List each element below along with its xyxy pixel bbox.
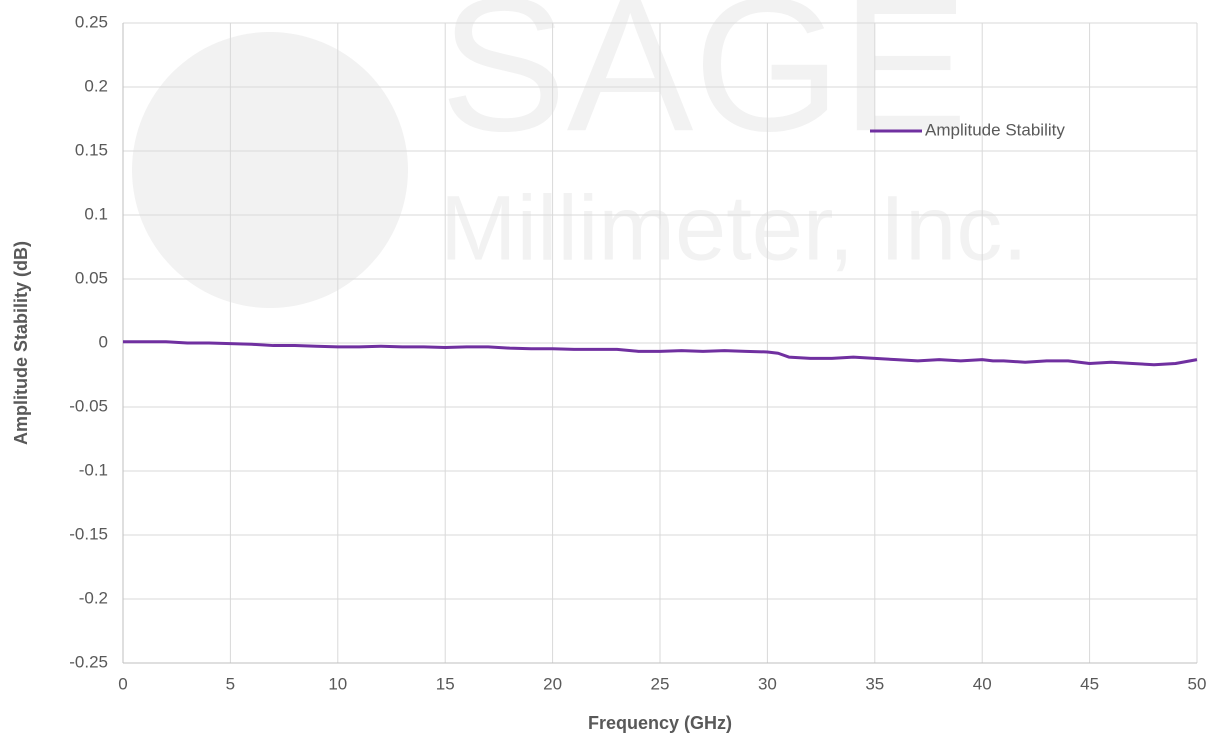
- y-tick-label: 0.05: [75, 268, 108, 287]
- x-tick-label: 30: [758, 674, 777, 693]
- y-axis-title: Amplitude Stability (dB): [11, 241, 31, 445]
- y-tick-label: -0.2: [79, 588, 108, 607]
- y-tick-label: 0: [99, 332, 108, 351]
- x-axis-title: Frequency (GHz): [588, 713, 732, 733]
- watermark-text: SAGE: [440, 0, 968, 171]
- x-tick-label: 15: [436, 674, 455, 693]
- y-tick-label: 0.25: [75, 12, 108, 31]
- x-tick-label: 50: [1188, 674, 1207, 693]
- watermark-logo: [132, 32, 408, 308]
- watermark: SAGE Millimeter, Inc.: [132, 0, 1028, 308]
- y-tick-label: -0.25: [69, 652, 108, 671]
- y-tick-label: -0.15: [69, 524, 108, 543]
- x-tick-label: 20: [543, 674, 562, 693]
- x-tick-label: 10: [328, 674, 347, 693]
- x-tick-label: 40: [973, 674, 992, 693]
- data-line: [123, 340, 1198, 367]
- y-tick-label: -0.1: [79, 460, 108, 479]
- x-tick-label: 25: [651, 674, 670, 693]
- legend-label: Amplitude Stability: [925, 120, 1065, 139]
- x-tick-label: 45: [1080, 674, 1099, 693]
- watermark-text: Millimeter, Inc.: [440, 177, 1028, 279]
- y-tick-label: 0.2: [84, 76, 108, 95]
- x-tick-label: 0: [118, 674, 127, 693]
- x-tick-label: 35: [865, 674, 884, 693]
- x-tick-label: 5: [226, 674, 235, 693]
- y-tick-label: -0.05: [69, 396, 108, 415]
- y-tick-label: 0.1: [84, 204, 108, 223]
- y-tick-label: 0.15: [75, 140, 108, 159]
